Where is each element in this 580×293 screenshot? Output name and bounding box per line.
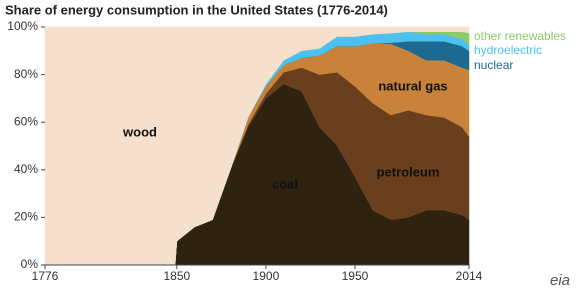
series-label: petroleum [377,164,440,179]
x-tick-label: 1950 [342,269,369,283]
plot-area [44,26,470,266]
x-tick-label: 1900 [253,269,280,283]
chart-title: Share of energy consumption in the Unite… [5,2,388,17]
x-tick-label: 1850 [163,269,190,283]
logo: eia [550,272,570,289]
series-label: coal [272,176,298,191]
legend-label: hydroelectric [474,43,542,57]
series-label: natural gas [378,78,447,93]
y-tick-label: 20% [14,210,38,224]
x-tick-label: 2014 [456,269,483,283]
y-tick-label: 60% [14,114,38,128]
y-tick-label: 40% [14,162,38,176]
y-tick-label: 80% [14,67,38,81]
series-label: wood [122,124,157,139]
y-tick-label: 100% [7,19,38,33]
legend-label: other renewables [474,29,566,43]
area [44,26,470,266]
x-tick-label: 1776 [32,269,59,283]
y-tick-label: 0% [21,257,39,271]
legend-label: nuclear [474,58,513,72]
